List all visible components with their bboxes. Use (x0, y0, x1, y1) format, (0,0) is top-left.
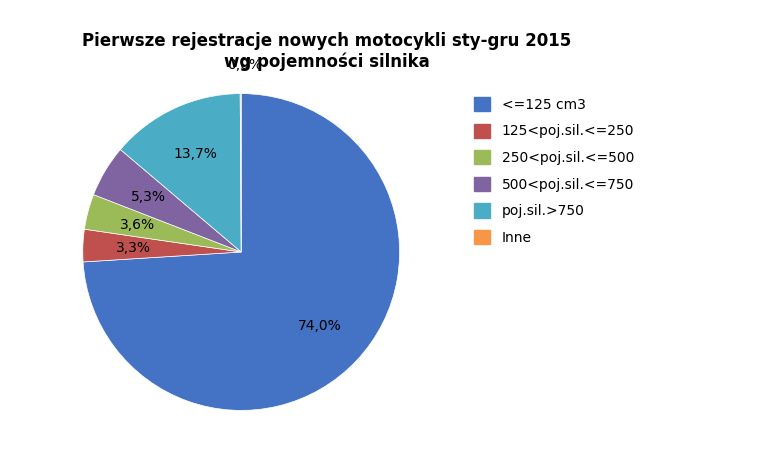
Text: 74,0%: 74,0% (298, 319, 342, 333)
Wedge shape (83, 94, 400, 410)
Wedge shape (82, 229, 241, 262)
Text: 3,3%: 3,3% (116, 241, 151, 255)
Wedge shape (240, 94, 241, 252)
Wedge shape (121, 94, 241, 252)
Wedge shape (93, 149, 241, 252)
Text: 13,7%: 13,7% (173, 148, 218, 162)
Wedge shape (85, 194, 241, 252)
Text: Pierwsze rejestracje nowych motocykli sty-gru 2015
wg pojemności silnika: Pierwsze rejestracje nowych motocykli st… (82, 32, 571, 71)
Legend: <=125 cm3, 125<poj.sil.<=250, 250<poj.sil.<=500, 500<poj.sil.<=750, poj.sil.>750: <=125 cm3, 125<poj.sil.<=250, 250<poj.si… (474, 97, 634, 245)
Text: 0,0%: 0,0% (227, 58, 262, 72)
Text: 5,3%: 5,3% (131, 190, 166, 204)
Text: 3,6%: 3,6% (120, 217, 155, 232)
